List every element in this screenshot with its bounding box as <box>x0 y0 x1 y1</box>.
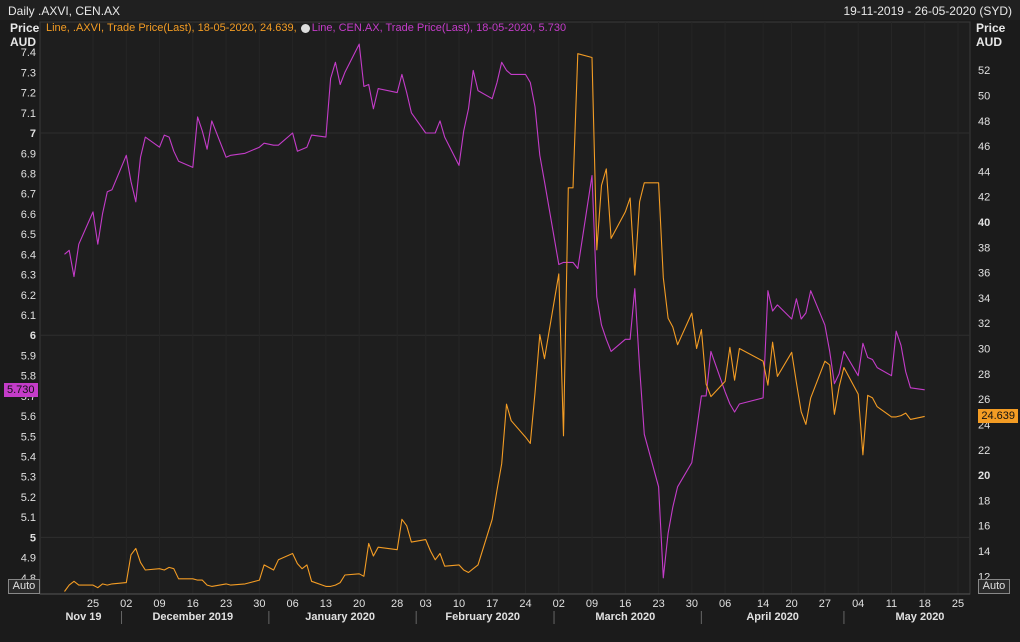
x-axis-month-label: January 2020 <box>305 611 375 623</box>
auto-scale-left-button[interactable]: Auto <box>8 579 40 594</box>
x-axis-day-label: 16 <box>187 598 199 610</box>
x-axis-day-label: 30 <box>253 598 265 610</box>
x-axis-day-label: 09 <box>153 598 165 610</box>
x-axis-day-label: 10 <box>453 598 465 610</box>
left-axis-tick-label: 6.2 <box>21 290 36 302</box>
right-axis-title: Price AUD <box>976 21 1005 49</box>
left-axis-tick-label: 5.8 <box>21 371 36 383</box>
left-axis-tick-label: 6.6 <box>21 209 36 221</box>
x-axis-month-label: March 2020 <box>595 611 655 623</box>
right-axis-tick-label: 52 <box>978 65 990 77</box>
left-axis-tick-label: 6.5 <box>21 229 36 241</box>
right-axis-tick-label: 36 <box>978 268 990 280</box>
chart-legend: Line, .AXVI, Trade Price(Last), 18-05-20… <box>46 22 566 34</box>
x-axis-day-label: 25 <box>952 598 964 610</box>
legend-cen: Line, CEN.AX, Trade Price(Last), 18-05-2… <box>311 22 567 35</box>
x-axis-day-label: 11 <box>886 598 897 610</box>
last-value-badge-axvi: 24.639 <box>978 409 1018 424</box>
left-axis-tick-label: 7.1 <box>21 108 36 120</box>
x-axis-day-label: 04 <box>852 598 864 610</box>
right-axis-title-line1: Price <box>976 21 1006 35</box>
right-axis-tick-label: 32 <box>978 318 990 330</box>
date-range: 19-11-2019 - 26-05-2020 (SYD) <box>843 4 1012 18</box>
last-value-badge-cen: 5.730 <box>4 382 38 397</box>
right-axis-tick-label: 46 <box>978 141 990 153</box>
left-axis-tick-label: 7 <box>30 128 36 140</box>
x-axis-month-label: February 2020 <box>445 611 520 623</box>
right-axis-title-line2: AUD <box>976 35 1002 49</box>
left-axis-tick-label: 5 <box>30 532 36 544</box>
x-axis-day-label: 14 <box>757 598 769 610</box>
x-axis-day-label: 18 <box>919 598 931 610</box>
series-line-axvi <box>64 53 925 592</box>
x-axis-day-label: 09 <box>586 598 598 610</box>
right-axis-tick-label: 30 <box>978 344 990 356</box>
right-axis-tick-label: 20 <box>978 470 990 482</box>
right-axis-tick-label: 26 <box>978 394 990 406</box>
x-axis-day-label: 23 <box>220 598 232 610</box>
left-axis-tick-label: 6.3 <box>21 270 36 282</box>
right-axis-tick-label: 38 <box>978 242 990 254</box>
x-axis-month-label: April 2020 <box>746 611 799 623</box>
left-axis-tick-label: 6.7 <box>21 189 36 201</box>
right-axis-tick-label: 18 <box>978 495 990 507</box>
x-axis-day-label: 13 <box>320 598 332 610</box>
left-axis-tick-label: 6.1 <box>21 310 36 322</box>
x-axis-day-label: 20 <box>353 598 365 610</box>
x-axis-day-label: 30 <box>686 598 698 610</box>
right-axis-tick-label: 48 <box>978 116 990 128</box>
auto-scale-right-button[interactable]: Auto <box>978 579 1010 594</box>
x-axis-month-label: December 2019 <box>152 611 233 623</box>
x-axis-day-label: 02 <box>120 598 132 610</box>
left-axis-tick-label: 7.3 <box>21 67 36 79</box>
left-axis-tick-label: 4.9 <box>21 553 36 565</box>
left-axis-tick-label: 6 <box>30 330 36 342</box>
x-axis-day-label: 16 <box>619 598 631 610</box>
right-axis-tick-label: 22 <box>978 445 990 457</box>
left-axis-title-line1: Price <box>10 21 40 35</box>
left-axis-tick-label: 7.4 <box>21 47 36 59</box>
left-axis-tick-label: 5.6 <box>21 411 36 423</box>
x-axis-day-label: 17 <box>486 598 498 610</box>
x-axis-day-label: 06 <box>286 598 298 610</box>
x-axis-day-label: 23 <box>652 598 664 610</box>
x-axis-day-label: 06 <box>719 598 731 610</box>
x-axis-day-label: 24 <box>519 598 531 610</box>
legend-axvi: Line, .AXVI, Trade Price(Last), 18-05-20… <box>46 22 297 35</box>
left-axis-tick-label: 5.2 <box>21 492 36 504</box>
right-axis-tick-label: 34 <box>978 293 990 305</box>
right-axis-tick-label: 28 <box>978 369 990 381</box>
right-axis-tick-label: 40 <box>978 217 990 229</box>
left-axis-tick-label: 6.8 <box>21 168 36 180</box>
right-axis-tick-label: 16 <box>978 521 990 533</box>
chart-title: Daily .AXVI, CEN.AX <box>8 4 121 18</box>
x-axis-day-label: 27 <box>819 598 831 610</box>
left-axis-tick-label: 6.4 <box>21 249 36 261</box>
left-axis-tick-label: 5.1 <box>21 512 36 524</box>
left-axis-title-line2: AUD <box>10 35 36 49</box>
x-axis-day-label: 25 <box>87 598 99 610</box>
x-axis-day-label: 02 <box>553 598 565 610</box>
left-axis-tick-label: 5.5 <box>21 431 36 443</box>
x-axis-day-label: 03 <box>420 598 432 610</box>
series-line-cenax <box>64 43 925 579</box>
right-axis-tick-label: 50 <box>978 90 990 102</box>
x-axis-month-label: May 2020 <box>896 611 945 623</box>
left-axis-tick-label: 7.2 <box>21 88 36 100</box>
chart-header-bar: Daily .AXVI, CEN.AX 19-11-2019 - 26-05-2… <box>0 0 1020 20</box>
left-axis-tick-label: 5.9 <box>21 350 36 362</box>
x-axis-day-label: 28 <box>391 598 403 610</box>
left-axis-tick-label: 5.3 <box>21 472 36 484</box>
right-axis-tick-label: 42 <box>978 192 990 204</box>
right-axis-tick-label: 44 <box>978 166 990 178</box>
left-axis-title: Price AUD <box>10 21 39 49</box>
left-axis-tick-label: 6.9 <box>21 148 36 160</box>
left-axis-tick-label: 5.4 <box>21 452 36 464</box>
plot-area <box>39 21 971 595</box>
legend-toggle-icon[interactable] <box>300 23 310 33</box>
right-axis-tick-label: 14 <box>978 546 990 558</box>
x-axis-month-label: Nov 19 <box>65 611 101 623</box>
x-axis-day-label: 20 <box>786 598 798 610</box>
